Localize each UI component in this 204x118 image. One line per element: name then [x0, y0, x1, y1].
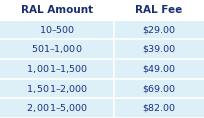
- Text: $1,501–$2,000: $1,501–$2,000: [26, 83, 88, 95]
- Text: $1,001–$1,500: $1,001–$1,500: [26, 63, 88, 75]
- Text: $82.00: $82.00: [143, 104, 176, 113]
- Text: RAL Fee: RAL Fee: [135, 5, 183, 15]
- Text: $29.00: $29.00: [143, 25, 176, 34]
- Bar: [0, 20, 114, 39]
- Bar: [114, 20, 204, 39]
- Text: RAL Amount: RAL Amount: [21, 5, 93, 15]
- Bar: [114, 39, 204, 59]
- Bar: [114, 59, 204, 79]
- Text: $2,001–$5,000: $2,001–$5,000: [26, 102, 88, 114]
- Bar: [114, 0, 204, 20]
- Text: $69.00: $69.00: [143, 84, 176, 93]
- Bar: [0, 59, 114, 79]
- Bar: [114, 98, 204, 118]
- Text: $49.00: $49.00: [143, 64, 176, 73]
- Text: $10–$500: $10–$500: [39, 24, 75, 35]
- Bar: [114, 79, 204, 98]
- Bar: [0, 39, 114, 59]
- Text: $501–$1,000: $501–$1,000: [31, 43, 83, 55]
- Bar: [0, 79, 114, 98]
- Bar: [0, 98, 114, 118]
- Bar: [0, 0, 114, 20]
- Text: $39.00: $39.00: [143, 45, 176, 54]
